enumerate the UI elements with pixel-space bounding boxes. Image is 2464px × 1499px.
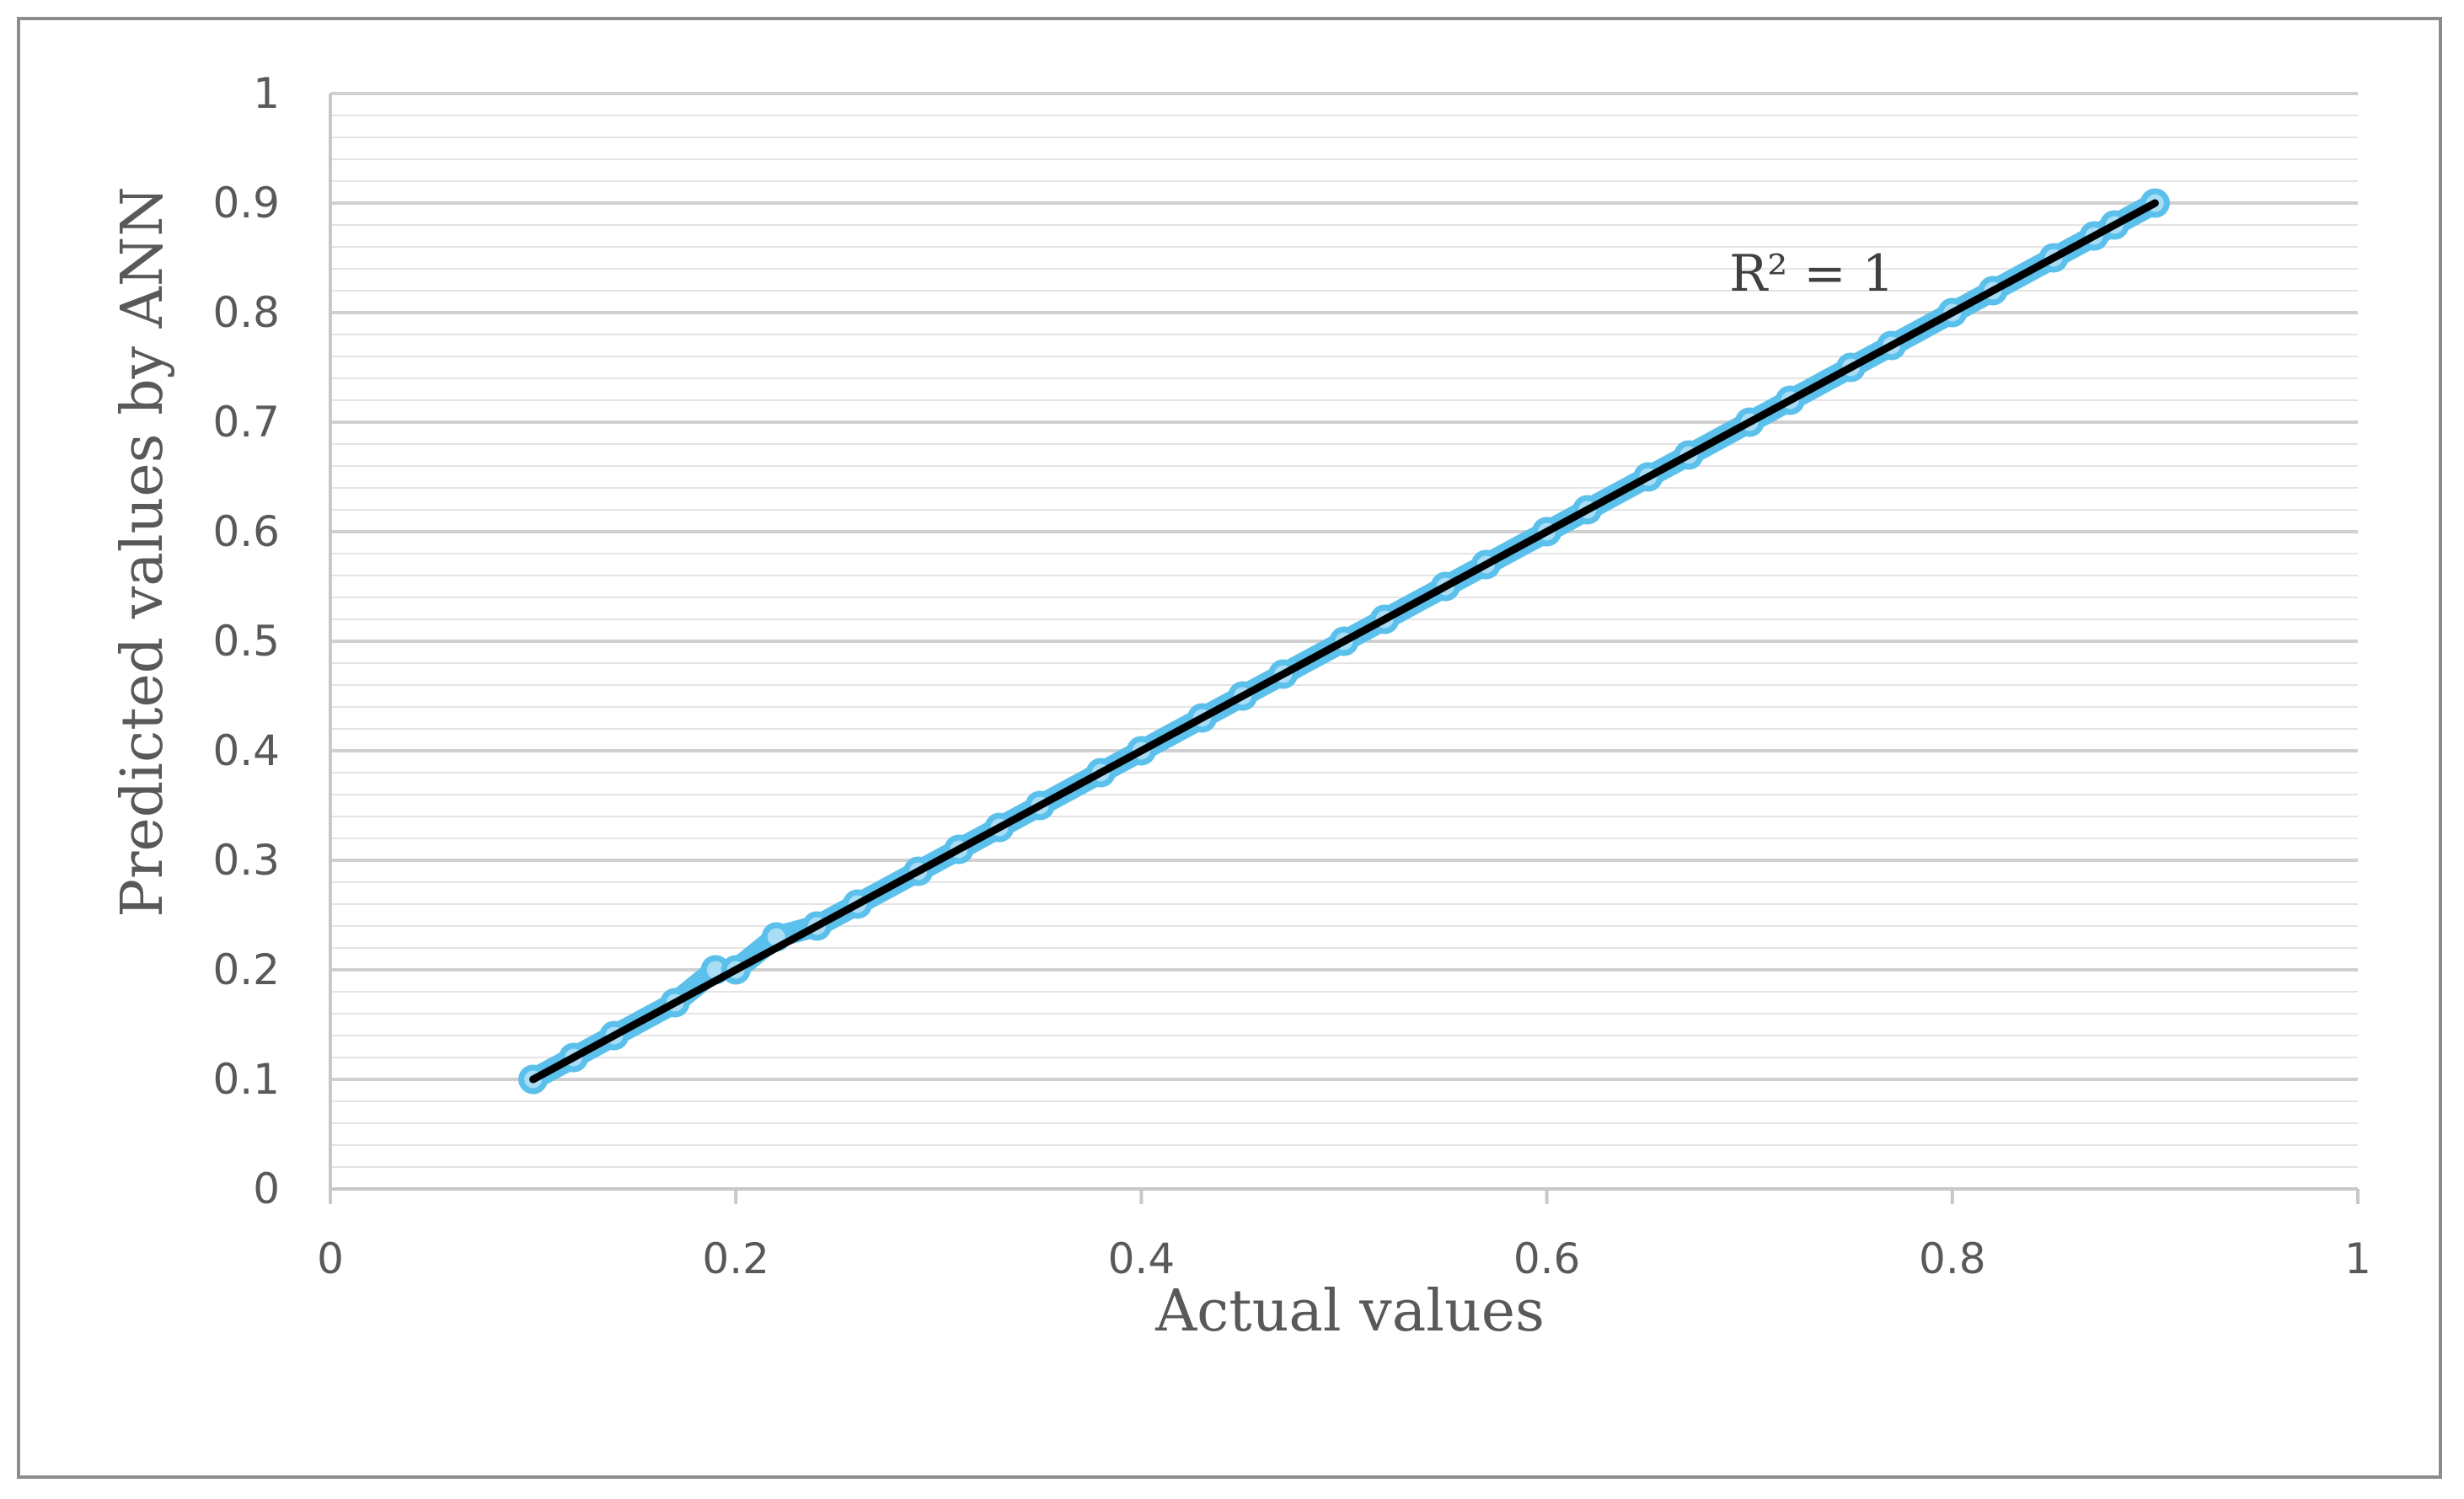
y-tick-label: 0.6 [212, 507, 280, 556]
x-tick-label: 0 [317, 1234, 344, 1283]
major-gridlines [330, 92, 2358, 1081]
y-tick-label: 0 [253, 1164, 280, 1213]
chart-frame: 0 0.1 0.2 0.3 0.4 0.5 0.6 0.7 0.8 0.9 1 0 0.2 0.4 0.6… [17, 17, 2442, 1479]
y-axis-title: Predicted values by ANN [110, 186, 176, 918]
chart-svg: 0 0.1 0.2 0.3 0.4 0.5 0.6 0.7 0.8 0.9 1 0 0.2 0.4 0.6… [110, 69, 2371, 1345]
x-tick-labels: 0 0.2 0.4 0.6 0.8 1 [317, 1234, 2371, 1283]
x-tick-label: 0.2 [702, 1234, 769, 1283]
x-axis-title: Actual values [1154, 1278, 1545, 1345]
r-squared-label: R² = 1 [1729, 244, 1894, 303]
y-tick-label: 0.9 [212, 179, 280, 228]
trendline [529, 199, 2159, 1084]
trendline-group [529, 199, 2159, 1084]
y-tick-label: 0.3 [212, 836, 280, 885]
x-tick-label: 1 [2344, 1234, 2371, 1283]
y-tick-label: 0.4 [212, 726, 280, 775]
y-tick-label: 0.5 [212, 617, 280, 666]
y-tick-label: 0.2 [212, 945, 280, 994]
y-tick-label: 0.7 [212, 398, 280, 447]
x-tick-label: 0.4 [1108, 1234, 1176, 1283]
x-tick-label: 0.8 [1919, 1234, 1986, 1283]
x-tick-label: 0.6 [1513, 1234, 1581, 1283]
y-tick-label: 0.1 [212, 1055, 280, 1104]
axes [329, 94, 2360, 1204]
y-tick-labels: 0 0.1 0.2 0.3 0.4 0.5 0.6 0.7 0.8 0.9 1 [212, 69, 280, 1213]
minor-gridlines [330, 115, 2358, 1168]
y-tick-label: 1 [253, 69, 280, 118]
y-tick-label: 0.8 [212, 288, 280, 337]
